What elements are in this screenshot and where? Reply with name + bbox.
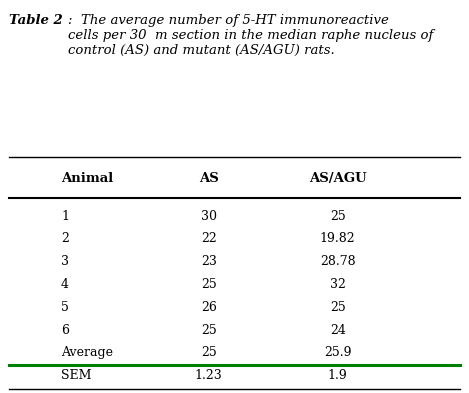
Text: 25: 25	[330, 301, 346, 314]
Text: SEM: SEM	[61, 369, 91, 382]
Text: 23: 23	[201, 255, 217, 268]
Text: 1: 1	[61, 209, 69, 223]
Text: 1.23: 1.23	[195, 369, 223, 382]
Text: 2: 2	[61, 232, 69, 246]
Text: 5: 5	[61, 301, 69, 314]
Text: AS/AGU: AS/AGU	[309, 172, 366, 185]
Text: Table 2: Table 2	[9, 14, 63, 27]
Text: 19.82: 19.82	[320, 232, 356, 246]
Text: 3: 3	[61, 255, 69, 268]
Text: 22: 22	[201, 232, 217, 246]
Text: 1.9: 1.9	[328, 369, 348, 382]
Text: 32: 32	[330, 278, 346, 291]
Text: AS: AS	[199, 172, 219, 185]
Text: 25: 25	[201, 346, 217, 360]
Text: Animal: Animal	[61, 172, 113, 185]
Text: 6: 6	[61, 323, 69, 337]
Text: 25: 25	[201, 323, 217, 337]
Text: 25: 25	[201, 278, 217, 291]
Text: 26: 26	[201, 301, 217, 314]
Text: 4: 4	[61, 278, 69, 291]
Text: 30: 30	[201, 209, 217, 223]
Text: :  The average number of 5-HT immunoreactive
cells per 30  m section in the medi: : The average number of 5-HT immunoreact…	[68, 14, 433, 57]
Text: 25: 25	[330, 209, 346, 223]
Text: 28.78: 28.78	[320, 255, 356, 268]
Text: Average: Average	[61, 346, 113, 360]
Text: 24: 24	[330, 323, 346, 337]
Text: 25.9: 25.9	[324, 346, 351, 360]
